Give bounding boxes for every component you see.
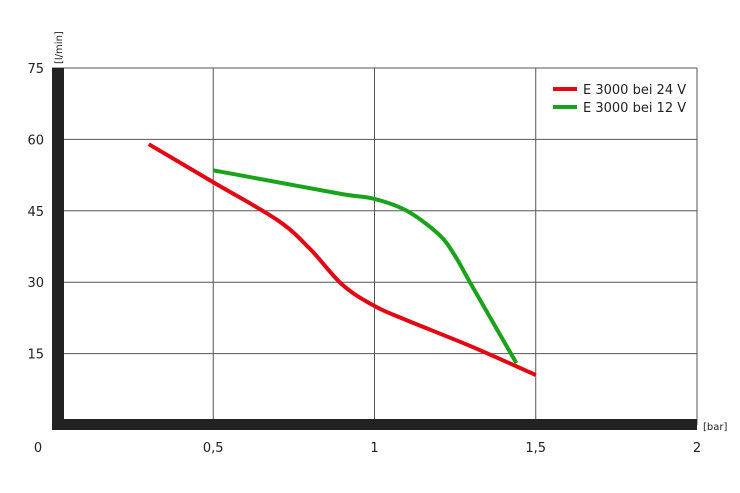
legend: E 3000 bei 24 V E 3000 bei 12 V: [553, 83, 686, 116]
x-tick-label: 2: [693, 441, 701, 456]
legend-entry: E 3000 bei 24 V: [583, 83, 686, 98]
y-tick-label: 15: [27, 348, 44, 363]
x-tick-labels: 0 0,5 1 1,5 2: [34, 441, 701, 456]
y-tick-label: 45: [27, 205, 44, 220]
axes: [52, 68, 697, 430]
x-tick-label: 0,5: [203, 441, 224, 456]
grid-lines: [52, 67, 698, 425]
series-lines: [147, 142, 537, 377]
y-tick-labels: 15 30 45 60 75: [27, 62, 44, 363]
y-tick-label: 30: [27, 276, 44, 291]
y-axis-label: [l/min]: [54, 31, 65, 64]
y-tick-label: 60: [27, 133, 44, 148]
x-tick-label: 0: [34, 441, 42, 456]
x-tick-label: 1,5: [525, 441, 546, 456]
x-axis-bar: [52, 419, 697, 430]
y-axis-bar: [52, 68, 64, 430]
x-tick-label: 1: [370, 441, 378, 456]
series-line: [147, 142, 537, 377]
x-axis-label: [bar]: [703, 422, 727, 433]
series-line: [212, 168, 519, 365]
y-tick-label: 75: [27, 62, 44, 77]
legend-entry: E 3000 bei 12 V: [583, 101, 686, 116]
